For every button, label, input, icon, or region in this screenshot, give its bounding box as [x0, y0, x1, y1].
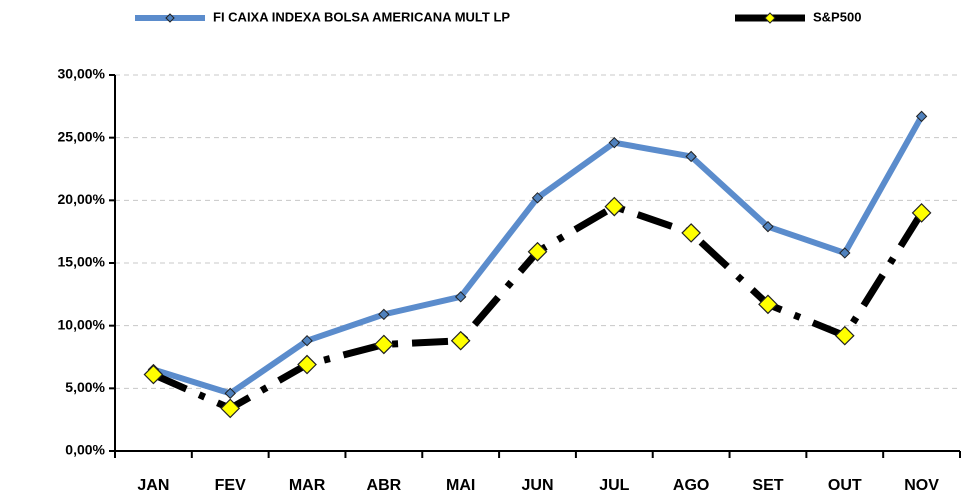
legend-marker — [165, 13, 175, 23]
x-tick-label: JUL — [599, 477, 629, 494]
legend-label: FI CAIXA INDEXA BOLSA AMERICANA MULT LP — [213, 9, 510, 24]
marker — [220, 398, 241, 419]
x-tick-label: ABR — [367, 477, 402, 494]
marker — [297, 354, 317, 375]
marker — [527, 241, 548, 262]
marker — [378, 308, 390, 321]
marker — [685, 150, 697, 163]
marker — [915, 110, 928, 123]
y-tick-label: 25,00% — [58, 128, 106, 144]
legend-label: S&P500 — [813, 9, 861, 24]
marker — [608, 136, 621, 149]
marker — [911, 203, 932, 223]
y-tick-label: 20,00% — [58, 191, 106, 207]
marker — [143, 364, 164, 385]
x-tick-label: SET — [752, 477, 783, 494]
marker — [762, 220, 774, 233]
x-tick-label: MAR — [289, 477, 326, 494]
y-tick-label: 0,00% — [65, 442, 105, 458]
y-tick-label: 30,00% — [58, 66, 106, 82]
y-tick-label: 5,00% — [65, 379, 105, 395]
marker — [834, 325, 855, 346]
marker — [531, 192, 544, 204]
marker — [454, 291, 467, 303]
x-tick-label: JAN — [137, 477, 169, 494]
x-tick-label: OUT — [828, 477, 862, 494]
x-tick-label: JUN — [521, 477, 553, 494]
x-tick-label: MAI — [446, 477, 475, 494]
x-tick-label: NOV — [904, 477, 939, 494]
marker — [224, 387, 236, 400]
y-tick-label: 15,00% — [58, 254, 106, 270]
x-tick-label: FEV — [215, 477, 246, 494]
marker — [681, 223, 701, 243]
y-tick-label: 10,00% — [58, 316, 106, 332]
x-tick-label: AGO — [673, 477, 709, 494]
legend-marker — [764, 12, 776, 24]
marker — [839, 247, 851, 259]
marker — [301, 334, 313, 347]
marker — [374, 334, 394, 355]
marker — [758, 294, 778, 315]
marker — [604, 196, 625, 217]
marker — [450, 330, 471, 351]
